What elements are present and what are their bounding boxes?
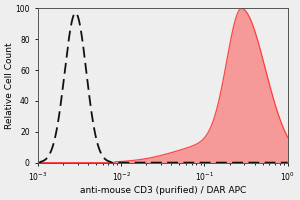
Y-axis label: Relative Cell Count: Relative Cell Count	[5, 42, 14, 129]
X-axis label: anti-mouse CD3 (purified) / DAR APC: anti-mouse CD3 (purified) / DAR APC	[80, 186, 246, 195]
